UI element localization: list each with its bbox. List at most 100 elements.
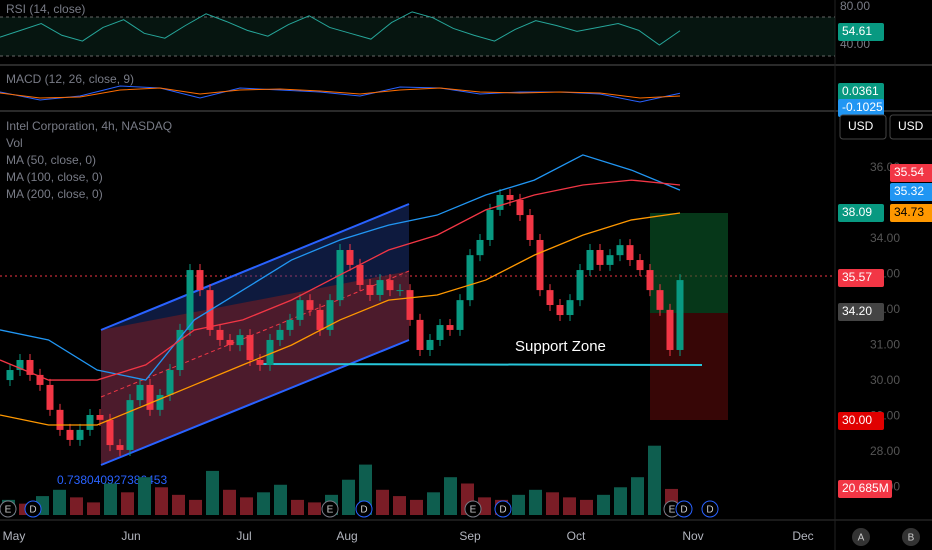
time-label: May bbox=[3, 529, 26, 543]
candle bbox=[606, 255, 614, 265]
price-tag-text: 38.09 bbox=[842, 205, 872, 219]
candle bbox=[456, 300, 464, 330]
event-badge-text[interactable]: D bbox=[706, 505, 713, 516]
price-tag bbox=[890, 164, 932, 182]
currency-button[interactable] bbox=[889, 114, 932, 140]
volume-bar bbox=[376, 489, 389, 515]
volume-bar bbox=[410, 499, 423, 515]
annotation: Support Zone bbox=[515, 338, 606, 355]
event-badge[interactable] bbox=[701, 500, 719, 518]
candle bbox=[656, 290, 664, 310]
candle bbox=[646, 270, 654, 291]
candle bbox=[666, 309, 674, 350]
ma-label: MA (100, close, 0) bbox=[6, 170, 103, 184]
ma-line bbox=[0, 154, 681, 381]
candle bbox=[26, 360, 34, 375]
candle bbox=[126, 400, 134, 450]
candle bbox=[76, 429, 84, 440]
candle bbox=[166, 370, 174, 395]
event-badge[interactable] bbox=[494, 500, 512, 518]
volume-bar bbox=[393, 496, 406, 515]
candle bbox=[316, 309, 324, 330]
price-tag bbox=[838, 412, 884, 430]
event-badge[interactable] bbox=[464, 500, 482, 518]
scroll-text[interactable]: B bbox=[908, 533, 915, 544]
candle bbox=[346, 250, 354, 265]
volume-bar bbox=[529, 489, 542, 515]
candle bbox=[626, 245, 634, 261]
candle bbox=[96, 415, 104, 420]
event-badge[interactable] bbox=[355, 500, 373, 518]
time-label: Jun bbox=[121, 529, 140, 543]
candle bbox=[386, 280, 394, 291]
event-badge[interactable] bbox=[675, 500, 693, 518]
price-axis-label: 28.00 bbox=[870, 444, 900, 458]
candle bbox=[556, 305, 564, 316]
volume-bar bbox=[189, 499, 202, 515]
price-tag bbox=[838, 23, 884, 41]
price-tag-text: 20.685M bbox=[842, 481, 889, 495]
ma-line bbox=[0, 212, 681, 426]
price-tag bbox=[890, 204, 932, 222]
candle bbox=[586, 250, 594, 271]
ma-line bbox=[0, 179, 681, 381]
currency-label[interactable]: USD bbox=[848, 119, 874, 133]
candle bbox=[596, 250, 604, 265]
candle bbox=[616, 245, 624, 256]
price-tag bbox=[838, 303, 884, 321]
candle bbox=[6, 370, 14, 381]
price-tag-text: 54.61 bbox=[842, 24, 872, 38]
price-tag-text: 35.54 bbox=[894, 165, 924, 179]
currency-button[interactable] bbox=[839, 114, 887, 140]
volume-bar bbox=[240, 497, 253, 515]
scroll-button[interactable] bbox=[902, 528, 920, 546]
candle bbox=[356, 264, 364, 285]
event-badge[interactable] bbox=[0, 500, 17, 518]
candle bbox=[306, 300, 314, 310]
candle bbox=[246, 335, 254, 361]
event-badge-text[interactable]: D bbox=[680, 505, 687, 516]
time-label: Sep bbox=[459, 529, 481, 543]
candle bbox=[56, 409, 64, 430]
event-badge-text[interactable]: D bbox=[360, 505, 367, 516]
event-badge-text[interactable]: D bbox=[499, 505, 506, 516]
scroll-button[interactable] bbox=[852, 528, 870, 546]
price-tag bbox=[838, 480, 892, 498]
volume-bar bbox=[223, 489, 236, 515]
macd-label: MACD (12, 26, close, 9) bbox=[6, 72, 134, 86]
candle bbox=[446, 325, 454, 330]
volume-bar bbox=[155, 487, 168, 515]
price-tag-text: 34.20 bbox=[842, 304, 872, 318]
candle bbox=[406, 290, 414, 320]
candle bbox=[426, 339, 434, 350]
event-badge-text[interactable]: D bbox=[29, 505, 36, 516]
rsi-band bbox=[0, 17, 835, 56]
event-badge-text[interactable]: E bbox=[327, 505, 334, 516]
candle bbox=[156, 394, 164, 410]
candle bbox=[416, 319, 424, 350]
scroll-text[interactable]: A bbox=[858, 533, 865, 544]
price-tag-text: 0.0361 bbox=[842, 84, 879, 98]
candle bbox=[176, 329, 184, 371]
event-badge[interactable] bbox=[24, 500, 42, 518]
event-badge-text[interactable]: E bbox=[5, 505, 12, 516]
candle bbox=[326, 300, 334, 330]
candle bbox=[116, 445, 124, 450]
price-tag bbox=[890, 183, 932, 201]
candle bbox=[566, 300, 574, 316]
macd-line bbox=[0, 87, 681, 99]
currency-label[interactable]: USD bbox=[898, 119, 924, 133]
candle bbox=[576, 270, 584, 301]
event-badge[interactable] bbox=[321, 500, 339, 518]
volume-bar bbox=[614, 487, 627, 515]
event-badge-text[interactable]: E bbox=[470, 505, 477, 516]
volume-bar bbox=[427, 492, 440, 515]
candle bbox=[676, 280, 684, 350]
price-tag-text: -0.1025 bbox=[842, 100, 883, 114]
volume-bar bbox=[121, 492, 134, 515]
price-tag bbox=[838, 269, 884, 287]
volume-bar bbox=[631, 477, 644, 515]
candle bbox=[436, 325, 444, 340]
volume-bar bbox=[308, 502, 321, 515]
event-badge-text[interactable]: E bbox=[669, 505, 676, 516]
